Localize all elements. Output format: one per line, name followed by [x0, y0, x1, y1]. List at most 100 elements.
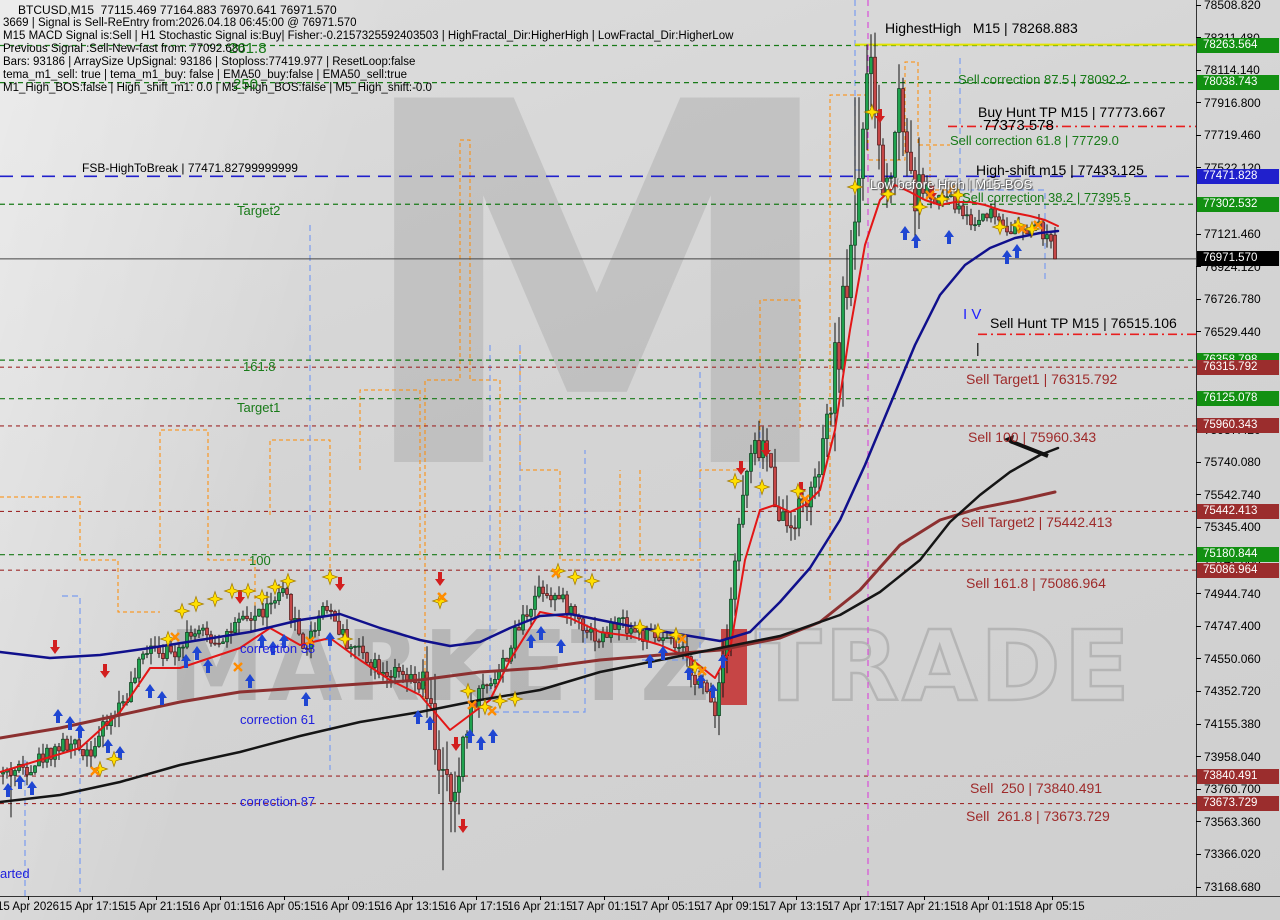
signal-star-icon [223, 582, 241, 600]
price-tick [1196, 625, 1201, 627]
price-tick [1196, 853, 1201, 855]
time-tick-label: 17 Apr 21:15 [891, 901, 957, 913]
sell-arrow-icon [335, 577, 345, 591]
buy-arrow-icon [900, 226, 910, 240]
price-tick-label: 73366.020 [1204, 847, 1261, 862]
signal-star-icon [686, 658, 704, 676]
signal-star-icon [239, 582, 257, 600]
signal-star-icon [266, 578, 284, 596]
price-tick [1196, 723, 1201, 725]
buy-arrow-icon [911, 234, 921, 248]
sell-161-label: Sell 161.8 | 75086.964 [966, 575, 1106, 591]
price-tick-label: 75740.080 [1204, 455, 1261, 470]
time-tick-label: 15 Apr 2026 [0, 901, 60, 913]
info-line-bos: M1_High_BOS:false | High_shift_m1: 0.0 |… [3, 82, 432, 94]
signal-star-icon [583, 572, 601, 590]
time-tick [988, 896, 989, 900]
exit-cross-icon [697, 666, 707, 676]
price-tick [1196, 788, 1201, 790]
time-tick-label: 17 Apr 17:15 [827, 901, 893, 913]
price-tick [1196, 298, 1201, 300]
signal-star-icon [159, 630, 177, 648]
watermark-word-right: TRADE [754, 610, 1133, 723]
time-tick [1052, 896, 1053, 900]
exit-cross-icon [467, 700, 477, 710]
signal-star-icon [476, 698, 494, 716]
time-tick-label: 17 Apr 09:15 [699, 901, 765, 913]
signal-star-icon [949, 186, 967, 204]
time-axis[interactable]: 15 Apr 2026 15 Apr 17:15 15 Apr 21:15 16 Ap… [0, 896, 1280, 920]
buy-arrow-icon [1002, 250, 1012, 264]
time-tick-label: 15 Apr 17:15 [59, 901, 125, 913]
buy-arrow-icon [536, 626, 546, 640]
plot-bottom-border [0, 896, 1280, 897]
time-tick [156, 896, 157, 900]
price-tick-label: 73958.040 [1204, 749, 1261, 764]
buy-hunt-tp-label: Buy Hunt TP M15 | 77773.667 [978, 104, 1166, 120]
time-tick-label: 15 Apr 21:15 [123, 901, 189, 913]
signal-star-icon [933, 190, 951, 208]
sell-arrow-icon [458, 819, 468, 833]
time-tick-label: 17 Apr 13:15 [763, 901, 829, 913]
symbol-ohlc-title: BTCUSD,M15 77115.469 77164.883 76970.641… [18, 3, 337, 17]
buy-arrow-icon [944, 230, 954, 244]
high-shift-label: High-shift m15 | 77433.125 [976, 162, 1144, 178]
buy-arrow-icon [696, 674, 706, 688]
exit-cross-icon [233, 662, 243, 672]
signal-star-icon [879, 185, 897, 203]
struck-price-label: 77373.578 [983, 117, 1054, 134]
sell-100-label: Sell 100 | 75960.343 [968, 429, 1097, 445]
time-tick-label: 17 Apr 01:15 [571, 901, 637, 913]
sell-arrow-icon [736, 461, 746, 475]
plot-right-border [1196, 0, 1197, 896]
price-axis[interactable]: 78508.82078311.48078114.14077916.8007771… [1196, 0, 1280, 896]
buy-arrow-icon [53, 709, 63, 723]
exit-cross-icon [947, 184, 957, 194]
signal-star-icon [187, 595, 205, 613]
sell-arrow-icon [875, 109, 885, 123]
price-badge-green: 78263.564 [1197, 38, 1279, 53]
buy-arrow-icon [301, 692, 311, 706]
price-tick-label: 76726.780 [1204, 292, 1261, 307]
tick-marker-label: | [976, 340, 980, 356]
correction-87-label: correction 87 [240, 794, 316, 809]
signal-star-icon [991, 218, 1009, 236]
buy-arrow-icon [279, 634, 289, 648]
sell-target2-label: Sell Target2 | 75442.413 [961, 514, 1113, 530]
exit-cross-icon [1033, 220, 1043, 230]
signal-star-icon [336, 630, 354, 648]
price-tick-label: 74155.380 [1204, 717, 1261, 732]
price-badge-black: 76971.570 [1197, 251, 1279, 267]
exit-cross-icon [925, 190, 935, 200]
buy-arrow-icon [658, 646, 668, 660]
marketz-trade-watermark: MARKETZ TRADE [168, 610, 1133, 723]
time-tick-label: 16 Apr 05:15 [251, 901, 317, 913]
time-tick [284, 896, 285, 900]
sell-correction-618-label: Sell correction 61.8 | 77729.0 [950, 133, 1119, 148]
price-tick-label: 74550.060 [1204, 651, 1261, 666]
time-tick [732, 896, 733, 900]
fib-261-label: 261.8 [229, 40, 267, 57]
price-tick-label: 73760.700 [1204, 782, 1261, 797]
fib-161-label: 161.8 [243, 359, 276, 374]
signal-star-icon [726, 472, 744, 490]
exit-cross-icon [90, 766, 100, 776]
price-tick-label: 75345.400 [1204, 520, 1261, 535]
buy-arrow-icon [75, 724, 85, 738]
buy-arrow-icon [425, 716, 435, 730]
buy-arrow-icon [325, 632, 335, 646]
buy-arrow-icon [245, 674, 255, 688]
price-tick [1196, 331, 1201, 333]
buy-arrow-icon [115, 746, 125, 760]
time-tick-label: 16 Apr 21:15 [507, 901, 573, 913]
price-tick [1196, 4, 1201, 6]
fib-100-label: 100 [249, 553, 271, 568]
time-tick-label: 16 Apr 09:15 [315, 901, 381, 913]
m15-bos-label: Low before High | M15-BOS [870, 177, 1033, 192]
buy-arrow-icon [526, 634, 536, 648]
buy-arrow-icon [684, 666, 694, 680]
buy-arrow-icon [645, 654, 655, 668]
price-tick-label: 73563.360 [1204, 814, 1261, 829]
